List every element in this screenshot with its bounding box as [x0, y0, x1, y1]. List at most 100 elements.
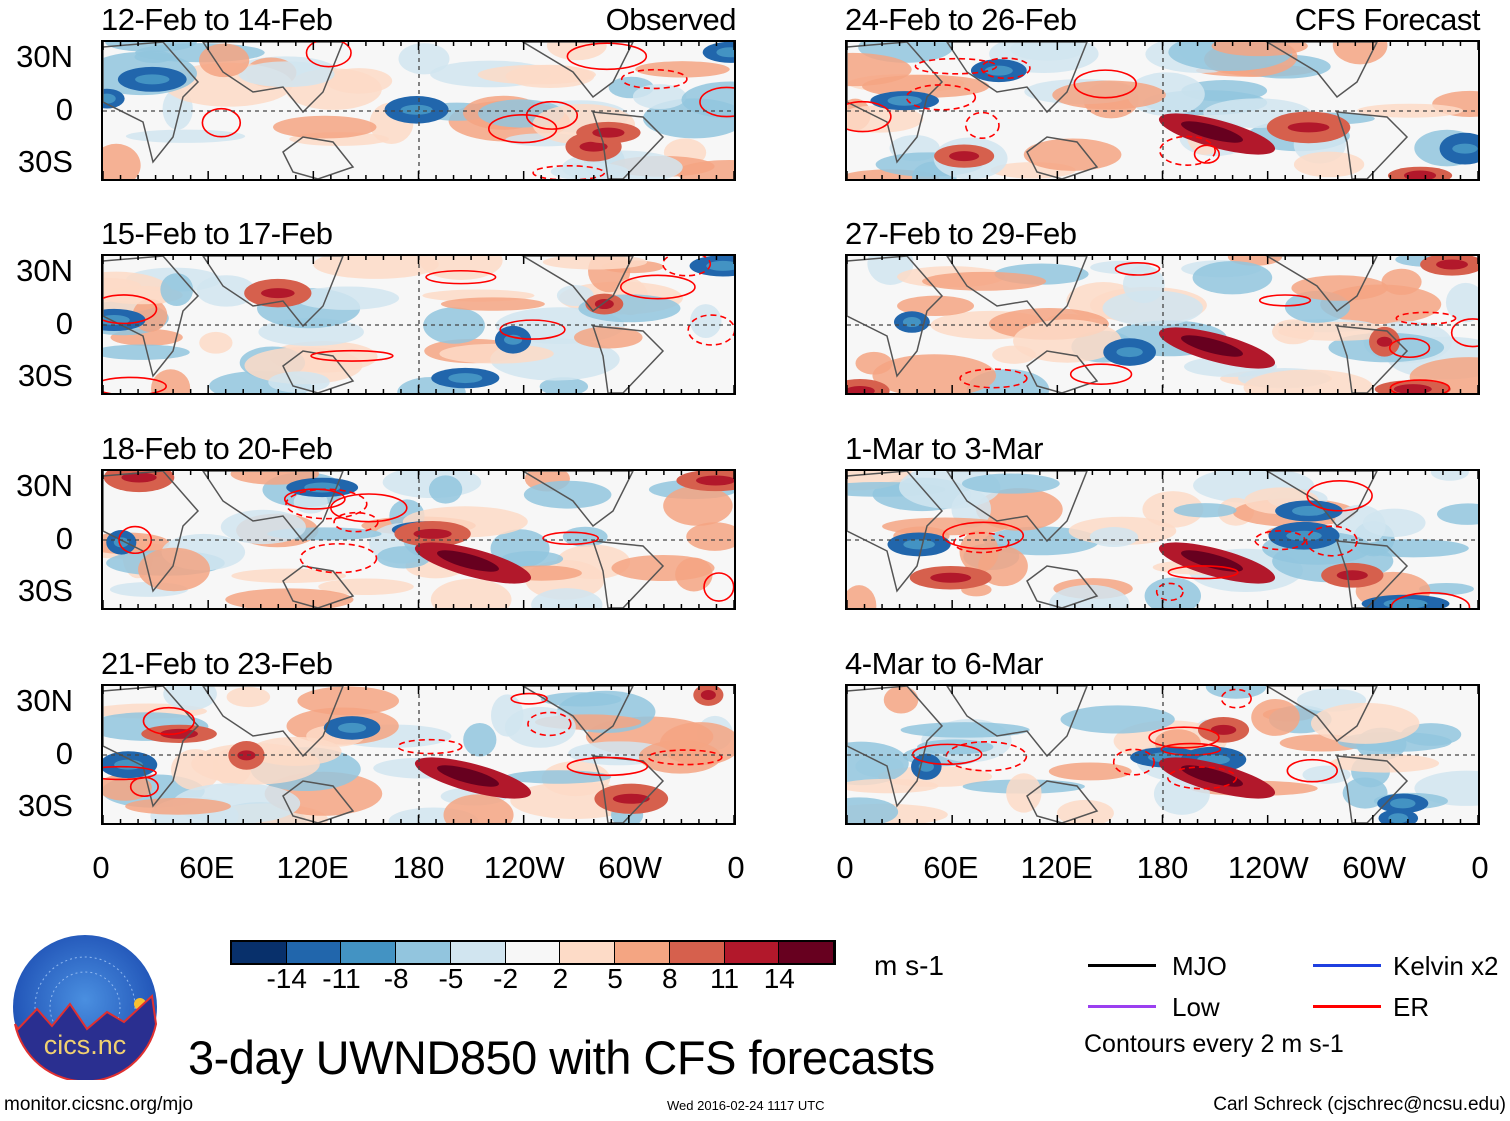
er-contour — [1220, 688, 1252, 709]
lon-label: 60W — [1342, 850, 1407, 885]
anomaly-blob — [1049, 584, 1130, 608]
anomaly-blob — [160, 273, 194, 307]
anomaly-blob — [428, 475, 463, 504]
anomaly-blob — [273, 115, 377, 139]
anomaly-blob — [690, 304, 722, 338]
anomaly-blob — [1437, 503, 1478, 525]
westerly-anomaly-core — [437, 765, 499, 787]
anomaly-core — [337, 722, 367, 733]
anomaly-blob — [1381, 268, 1422, 295]
er-contour — [703, 572, 734, 602]
anomaly-core — [902, 317, 921, 328]
lon-label: 0 — [92, 850, 110, 885]
coastline — [591, 111, 665, 179]
coastline — [1335, 111, 1409, 179]
panel-title: 1-Mar to 3-Mar — [845, 431, 1043, 466]
anomaly-blob — [268, 371, 330, 393]
lat-label: 30N — [16, 683, 73, 718]
coastline — [202, 686, 344, 758]
anomaly-blob — [897, 295, 975, 317]
coastline — [591, 325, 665, 393]
er-contour — [425, 269, 497, 285]
colorbar-tick-label: 8 — [662, 963, 678, 994]
footer-timestamp: Wed 2016-02-24 1117 UTC — [667, 1098, 825, 1113]
colorbar-tick-label: -8 — [383, 963, 409, 994]
anomaly-blob — [1251, 698, 1300, 736]
anomaly-blob — [523, 480, 612, 509]
colorbar-swatch — [779, 942, 834, 963]
anomaly-core — [1336, 570, 1368, 581]
colorbar — [230, 940, 836, 965]
anomaly-core — [1210, 724, 1237, 735]
anomaly-core — [1393, 384, 1432, 393]
lat-label: 30S — [17, 788, 73, 823]
anomaly-blob — [1144, 577, 1201, 608]
legend-label-kelvin: Kelvin x2 — [1393, 951, 1499, 981]
anomaly-blob — [1013, 319, 1122, 363]
anomaly-core — [984, 65, 1013, 76]
anomaly-blob — [635, 61, 730, 78]
figure-title: 3-day UWND850 with CFS forecasts — [188, 1031, 935, 1084]
er-contour — [103, 294, 158, 325]
er-contour — [687, 314, 734, 346]
anomaly-blob — [1023, 138, 1122, 171]
anomaly-blob — [163, 686, 217, 711]
anomaly-blob — [505, 770, 612, 784]
er-contour — [305, 42, 352, 68]
anomaly-blob — [1142, 491, 1204, 528]
coastline — [1335, 755, 1409, 823]
anomaly-blob — [125, 129, 246, 143]
anomaly-blob — [430, 578, 512, 608]
anomaly-core — [121, 472, 157, 483]
contours-note: Contours every 2 m s-1 — [1084, 1030, 1344, 1058]
coastline — [1335, 325, 1409, 393]
anomaly-blob — [961, 473, 1060, 494]
coastline — [1026, 780, 1099, 823]
er-contour — [103, 765, 157, 781]
panel-title: 24-Feb to 26-Feb — [845, 2, 1077, 37]
coastline — [1265, 686, 1378, 743]
er-contour — [953, 532, 1010, 554]
er-contour — [1167, 766, 1238, 790]
westerly-anomaly-core — [437, 550, 499, 572]
er-contour — [647, 749, 723, 766]
er-contour — [620, 68, 688, 90]
lon-label: 60E — [923, 850, 979, 885]
anomaly-blob — [225, 588, 354, 608]
legend-line-er — [1313, 1005, 1381, 1008]
cics-logo: cics.nc — [13, 935, 158, 1080]
coastline — [847, 471, 944, 593]
anomaly-core — [696, 475, 734, 486]
westerly-anomaly-core — [1181, 121, 1243, 143]
coastline — [202, 256, 344, 328]
er-contour — [1258, 294, 1312, 307]
er-contour — [942, 521, 1025, 550]
coastline — [946, 256, 1088, 328]
er-contour — [1306, 479, 1373, 512]
colorbar-swatch — [450, 942, 506, 963]
coastline — [1026, 136, 1099, 179]
coastline — [282, 565, 355, 608]
anomaly-blob — [847, 741, 909, 786]
anomaly-blob — [855, 351, 893, 375]
er-contour — [1389, 379, 1451, 393]
anomaly-blob — [1302, 765, 1351, 784]
panel-title: 12-Feb to 14-Feb — [101, 2, 333, 37]
er-contour — [847, 100, 892, 133]
anomaly-core — [103, 93, 116, 104]
coastline — [103, 471, 200, 593]
anomaly-blob — [1102, 290, 1203, 326]
map-panel — [101, 40, 736, 181]
er-contour — [980, 57, 1031, 80]
panel-title: 4-Mar to 6-Mar — [845, 646, 1043, 681]
anomaly-blob — [151, 369, 191, 393]
er-contour — [397, 738, 463, 755]
er-contour — [566, 42, 648, 71]
colorbar-swatch — [615, 942, 670, 963]
anomaly-core — [887, 95, 922, 106]
er-contour — [310, 349, 394, 362]
anomaly-blob — [847, 797, 899, 823]
lon-label: 180 — [392, 850, 445, 885]
anomaly-blob — [922, 271, 1047, 291]
colorbar-swatch — [505, 942, 561, 963]
